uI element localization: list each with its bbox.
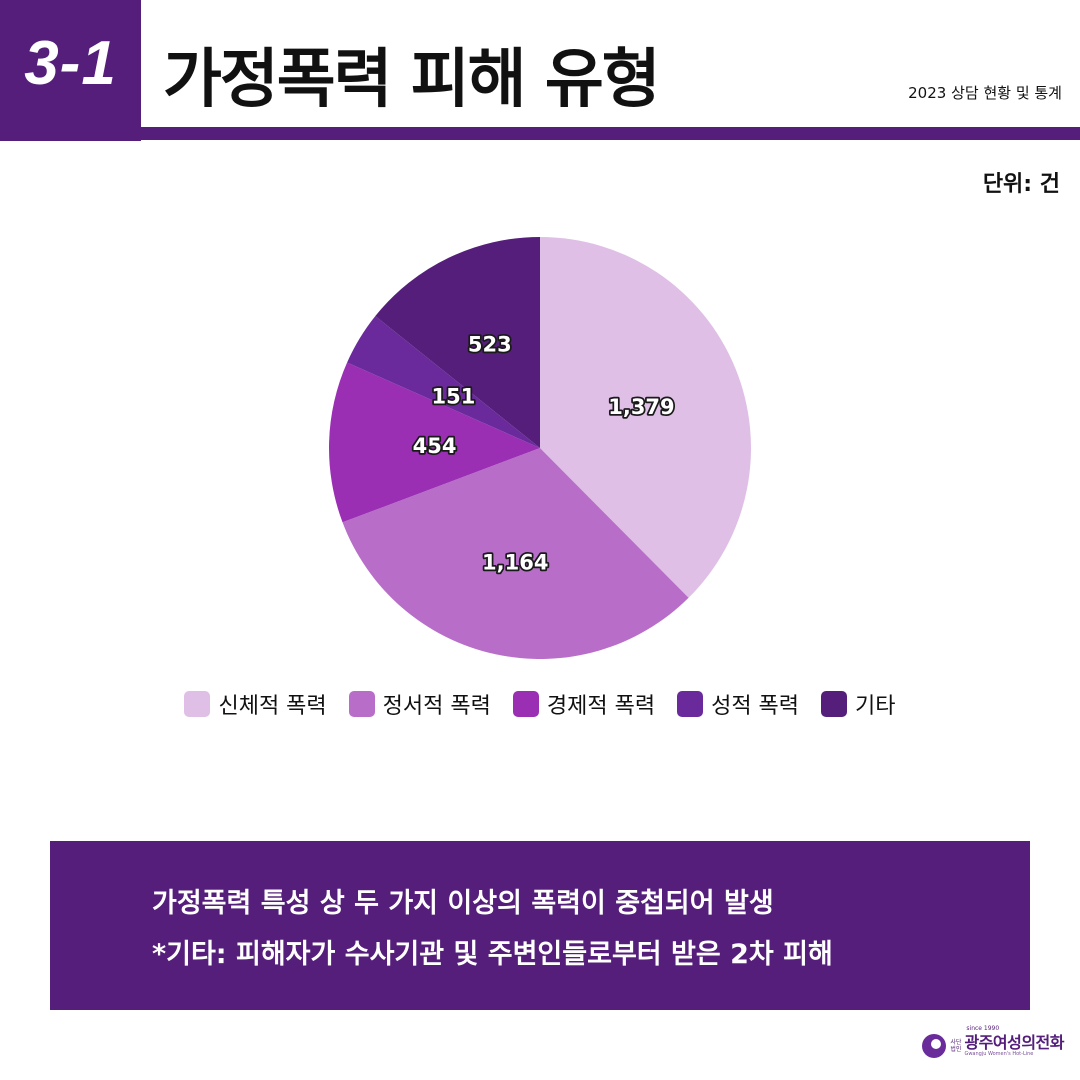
legend-swatch-1 <box>184 691 211 717</box>
page-subtitle: 2023 상담 현황 및 통계 <box>908 84 1062 102</box>
pie-slice-5 <box>375 237 540 448</box>
legend-label-2: 정서적 폭력 <box>382 694 491 719</box>
legend-label-4: 성적 폭력 <box>711 694 800 719</box>
data-label-1: 1,379 <box>608 395 674 419</box>
organization-logo: since 1990 사단 법인 광주여성의전화 Gwangju Women's… <box>922 1025 1064 1058</box>
section-number: 3-1 <box>24 29 117 98</box>
legend-item-1: 신체적 폭력 <box>184 688 327 720</box>
pie-slice-4 <box>347 316 540 448</box>
legend-swatch-5 <box>821 691 848 717</box>
logo-english: Gwangju Women's Hot-Line <box>964 1051 1034 1057</box>
logo-since: since 1990 <box>966 1025 1000 1032</box>
note-box: 가정폭력 특성 상 두 가지 이상의 폭력이 중첩되어 발생 *기타: 피해자가… <box>50 841 1030 1010</box>
section-number-box: 3-1 <box>0 0 141 141</box>
pie-chart: 1,379 1,164 454 151 523 <box>329 237 751 659</box>
legend-swatch-4 <box>677 691 704 717</box>
legend-label-5: 기타 <box>855 694 896 719</box>
data-label-4: 151 <box>432 384 476 408</box>
legend-swatch-2 <box>348 691 375 717</box>
logo-corp-1: 사단 <box>950 1039 962 1046</box>
unit-label: 단위: 건 <box>982 172 1060 197</box>
legend-swatch-3 <box>512 691 539 717</box>
logo-mark-icon <box>922 1034 947 1058</box>
legend-label-3: 경제적 폭력 <box>546 694 656 719</box>
legend-item-5: 기타 <box>821 688 896 720</box>
data-label-3: 454 <box>413 434 457 458</box>
note-line-1: 가정폭력 특성 상 두 가지 이상의 폭력이 중첩되어 발생 <box>152 888 774 919</box>
pie-slice-3 <box>329 362 540 523</box>
chart-legend: 신체적 폭력 정서적 폭력 경제적 폭력 성적 폭력 기타 <box>0 688 1080 720</box>
logo-corp-2: 법인 <box>950 1046 962 1053</box>
legend-item-4: 성적 폭력 <box>677 688 799 720</box>
note-line-2: *기타: 피해자가 수사기관 및 주변인들로부터 받은 2차 피해 <box>152 939 833 970</box>
legend-item-2: 정서적 폭력 <box>348 688 491 720</box>
legend-item-3: 경제적 폭력 <box>512 688 656 720</box>
logo-name: 광주여성의전화 <box>964 1033 1064 1052</box>
legend-label-1: 신체적 폭력 <box>218 694 327 719</box>
header-underline <box>141 127 1080 140</box>
page-title: 가정폭력 피해 유형 <box>163 43 661 117</box>
data-label-5: 523 <box>468 332 512 356</box>
logo-corp: 사단 법인 <box>950 1039 961 1053</box>
pie-slice-2 <box>342 448 689 659</box>
data-label-2: 1,164 <box>482 550 548 574</box>
pie-slice-1 <box>540 237 751 598</box>
